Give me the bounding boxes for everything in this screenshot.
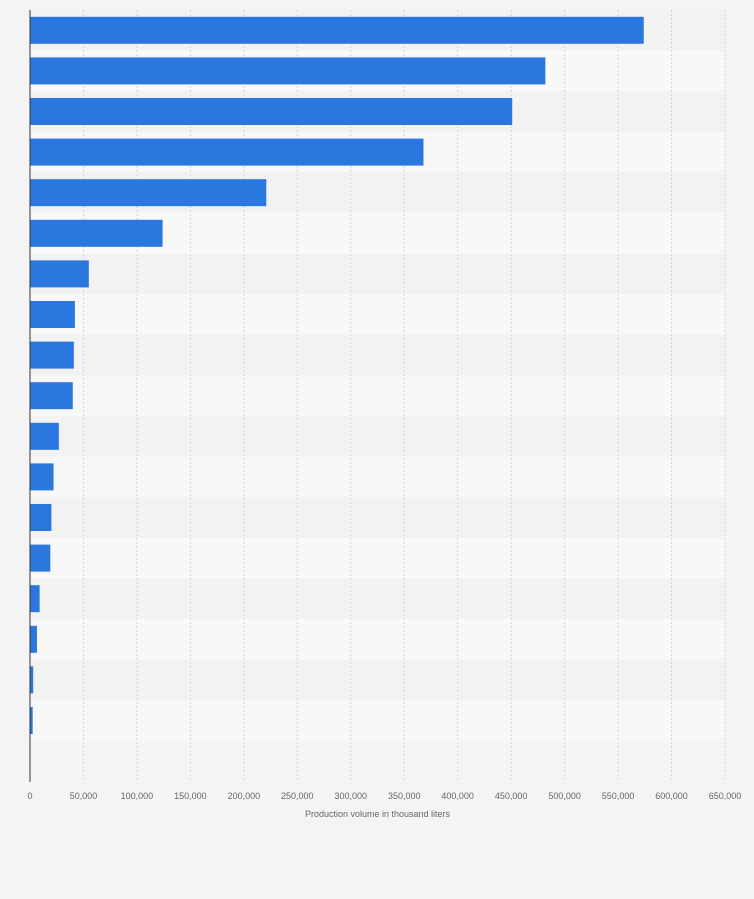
row-band	[30, 375, 725, 416]
row-band	[30, 416, 725, 457]
x-tick-label: 100,000	[121, 791, 154, 801]
x-axis-tick-labels: 0 50,000 100,000 150,000 200,000 250,000 300,0…	[27, 791, 741, 801]
bar[interactable]	[30, 707, 33, 734]
row-band	[30, 253, 725, 295]
row-band	[30, 659, 725, 701]
x-tick-label: 450,000	[495, 791, 528, 801]
x-tick-label: 250,000	[281, 791, 314, 801]
bar[interactable]	[30, 57, 546, 85]
x-tick-label: 50,000	[70, 791, 98, 801]
x-tick-label: 150,000	[174, 791, 207, 801]
bar[interactable]	[30, 138, 424, 166]
x-tick-label: 400,000	[441, 791, 474, 801]
x-tick-label: 350,000	[388, 791, 421, 801]
bar[interactable]	[30, 301, 75, 328]
x-tick-label: 500,000	[548, 791, 581, 801]
x-axis-title: Production volume in thousand liters	[305, 809, 451, 819]
x-tick-label: 650,000	[709, 791, 742, 801]
x-tick-label: 300,000	[334, 791, 367, 801]
row-band	[30, 334, 725, 376]
x-tick-label: 600,000	[655, 791, 688, 801]
bar[interactable]	[30, 422, 59, 450]
bar[interactable]	[30, 16, 644, 44]
bar[interactable]	[30, 504, 52, 531]
row-band	[30, 700, 725, 741]
bars	[30, 16, 644, 734]
x-tick-label: 200,000	[228, 791, 261, 801]
bar[interactable]	[30, 666, 34, 694]
x-tick-label: 550,000	[602, 791, 635, 801]
bar[interactable]	[30, 544, 51, 572]
row-band	[30, 456, 725, 498]
bar[interactable]	[30, 98, 513, 125]
row-band	[30, 578, 725, 619]
row-band	[30, 619, 725, 660]
bar[interactable]	[30, 625, 37, 653]
row-band	[30, 537, 725, 579]
bar[interactable]	[30, 341, 74, 369]
bar[interactable]	[30, 463, 54, 491]
row-band	[30, 294, 725, 335]
bar[interactable]	[30, 219, 163, 247]
x-tick-label: 0	[27, 791, 32, 801]
bar[interactable]	[30, 382, 73, 410]
row-band	[30, 497, 725, 538]
bar[interactable]	[30, 260, 89, 288]
bar[interactable]	[30, 179, 267, 207]
bar[interactable]	[30, 585, 40, 613]
